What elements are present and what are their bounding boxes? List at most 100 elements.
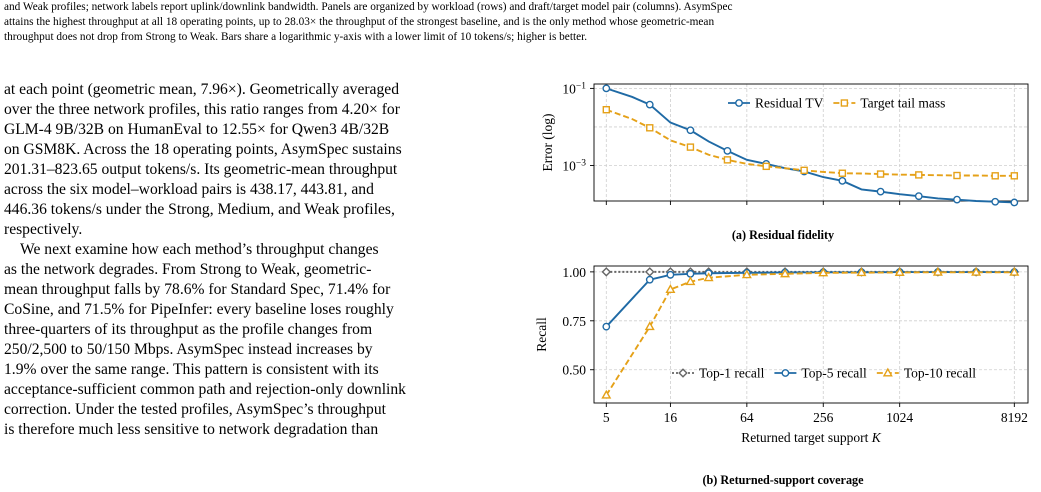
x-tick-label: 256 — [813, 410, 834, 425]
data-point — [971, 266, 982, 276]
text-line: CoSine, and 71.5% for PipeInfer: every b… — [4, 301, 394, 318]
data-point — [818, 267, 829, 277]
text-line: 250/2,500 to 50/150 Mbps. AsymSpec inste… — [4, 341, 373, 358]
text-line: on GSM8K. Across the 18 operating points… — [4, 141, 402, 158]
legend-label: Residual TV — [755, 96, 824, 111]
text-line: across the six model–workload pairs is 4… — [4, 181, 374, 198]
data-point — [876, 187, 885, 196]
series-top-10-recall — [601, 266, 1020, 399]
paragraph-2: We next examine how each method’s throug… — [4, 240, 512, 440]
text-line: respectively. — [4, 221, 83, 238]
y-axis-label: Recall — [534, 317, 549, 352]
data-point — [645, 275, 654, 284]
data-point — [780, 268, 791, 278]
data-point — [991, 172, 999, 180]
legend: Top-1 recall Top-5 recall Top-10 recall — [672, 366, 976, 381]
text-line: as the network degrades. From Strong to … — [4, 261, 372, 278]
series-target-tail-mass — [602, 106, 1019, 180]
data-point — [1010, 172, 1019, 180]
text-line: over the three network profiles, this ra… — [4, 101, 400, 118]
legend-item: Residual TV — [728, 96, 824, 111]
legend-swatch-marker — [781, 369, 790, 377]
data-point — [991, 197, 1000, 206]
legend-swatch-marker — [678, 368, 688, 378]
data-point — [856, 267, 867, 277]
series-line — [605, 108, 1015, 177]
text-line: mean throughput falls by 78.6% for Stand… — [4, 281, 391, 298]
data-point — [601, 389, 612, 399]
data-point — [703, 272, 714, 282]
data-point — [601, 267, 612, 277]
data-point — [762, 162, 770, 171]
text-line: three-quarters of its throughput as the … — [4, 321, 373, 338]
data-point — [644, 321, 655, 331]
plot-frame — [593, 83, 1029, 202]
data-point — [666, 270, 675, 279]
legend-swatch-marker — [882, 367, 893, 377]
data-point — [914, 192, 923, 201]
legend-item: Top-5 recall — [774, 366, 867, 381]
plot-frame — [593, 265, 1029, 404]
text-line: at each point (geometric mean, 7.96×). G… — [4, 81, 399, 98]
caption-line: throughput does not drop from Strong to … — [4, 31, 588, 44]
figure-panel-b: 5 16 64 256 1024 8192 0.50 0.75 1.00 Recall Return… — [528, 260, 1038, 492]
figure-caption-tail: and Weak profiles; network labels report… — [4, 0, 1037, 46]
data-point — [602, 84, 611, 93]
legend-label: Top-1 recall — [699, 366, 765, 381]
caption-line: attains the highest throughput at all 18… — [4, 16, 715, 29]
data-point — [876, 170, 885, 178]
data-point — [723, 156, 732, 164]
data-point — [686, 269, 695, 278]
plot-area: 10−1 10−3 Error (log) Residual TV Target tai… — [540, 81, 1029, 207]
legend-swatch-marker — [735, 99, 743, 107]
caption-line: and Weak profiles; network labels report… — [4, 1, 733, 13]
data-point — [723, 146, 732, 155]
data-point — [1010, 198, 1019, 207]
legend-label: Target tail mass — [860, 96, 945, 111]
data-point — [932, 266, 943, 276]
x-tick-label: 16 — [664, 410, 678, 425]
x-axis-label: Returned target support K — [741, 430, 882, 445]
text-line: correction. Under the tested profiles, A… — [4, 401, 386, 418]
returned-support-coverage-chart: 5 16 64 256 1024 8192 0.50 0.75 1.00 Recall Return… — [534, 265, 1029, 445]
data-point — [644, 267, 655, 277]
text-line: is therefore much less sensitive to netw… — [4, 421, 379, 438]
data-point — [953, 195, 961, 204]
data-point — [1009, 266, 1020, 276]
text-line: 446.36 tokens/s under the Strong, Medium… — [4, 201, 395, 218]
y-axis-label: Error (log) — [540, 113, 555, 171]
data-point — [915, 171, 923, 179]
data-point — [894, 267, 905, 276]
legend-label: Top-5 recall — [801, 366, 867, 381]
data-point — [602, 322, 611, 331]
text-line: We next examine how each method’s throug… — [20, 241, 379, 258]
legend-label: Top-10 recall — [904, 366, 976, 381]
data-point — [685, 276, 696, 286]
residual-fidelity-chart: 10−1 10−3 Error (log) Residual TV Target tai… — [540, 81, 1029, 207]
text-line: 201.31–823.65 output tokens/s. Its geome… — [4, 161, 398, 178]
data-point — [838, 169, 847, 177]
legend-item: Target tail mass — [833, 96, 945, 111]
y-tick-label: 10−1 — [562, 81, 586, 96]
panel-b-caption: (b) Returned-support coverage — [702, 473, 864, 487]
x-tick-label: 64 — [740, 410, 754, 425]
data-point — [741, 269, 752, 279]
x-tick-label: 8192 — [1001, 410, 1028, 425]
y-tick-label: 0.75 — [562, 314, 586, 329]
legend-item: Top-10 recall — [876, 366, 976, 381]
y-tick-label: 0.50 — [562, 363, 586, 378]
body-text-column: at each point (geometric mean, 7.96×). G… — [4, 80, 512, 440]
plot-area: 5 16 64 256 1024 8192 0.50 0.75 1.00 Recall Return… — [534, 265, 1029, 445]
paragraph-1: at each point (geometric mean, 7.96×). G… — [4, 80, 512, 240]
text-line: 1.9% over the same range. This pattern i… — [4, 361, 379, 378]
y-tick-label: 10−3 — [562, 158, 586, 173]
panel-a-caption: (a) Residual fidelity — [731, 228, 835, 242]
legend-swatch-marker — [840, 99, 849, 107]
data-point — [665, 284, 676, 293]
series-line — [606, 87, 1015, 204]
data-point — [602, 106, 611, 114]
y-tick-label: 1.00 — [562, 265, 586, 280]
data-point — [686, 143, 695, 151]
data-point — [838, 176, 847, 185]
legend: Residual TV Target tail mass — [728, 96, 945, 111]
